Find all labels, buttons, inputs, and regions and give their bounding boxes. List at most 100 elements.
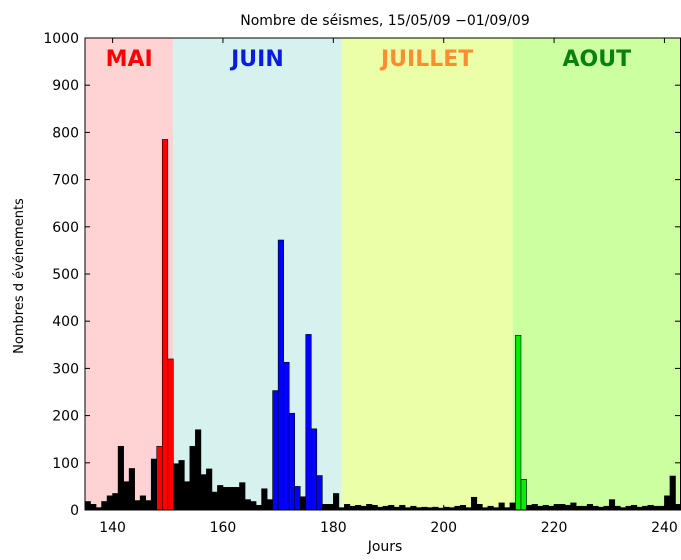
y-tick-label: 700 bbox=[52, 173, 79, 189]
bar-day-239 bbox=[658, 505, 665, 511]
x-tick-label: 200 bbox=[430, 520, 457, 536]
bar-day-212 bbox=[509, 502, 516, 511]
bar-day-148 bbox=[156, 445, 163, 511]
x-axis-label: Jours bbox=[367, 539, 403, 555]
y-tick-label: 200 bbox=[52, 409, 79, 425]
bar-day-166 bbox=[255, 504, 262, 511]
month-band-aout bbox=[512, 38, 681, 510]
bar-day-227 bbox=[592, 505, 599, 511]
bar-day-141 bbox=[117, 445, 124, 511]
y-tick-label: 400 bbox=[52, 314, 79, 330]
bar-day-147 bbox=[150, 458, 158, 511]
bar-day-151 bbox=[172, 463, 180, 511]
bar-day-145 bbox=[139, 495, 147, 511]
bar-day-154 bbox=[189, 445, 196, 511]
bar-day-215 bbox=[526, 504, 533, 511]
bar-day-226 bbox=[586, 504, 594, 511]
y-tick-label: 0 bbox=[70, 503, 79, 519]
x-tick-label: 180 bbox=[320, 520, 347, 536]
bar-day-136 bbox=[90, 504, 97, 511]
bar-day-163 bbox=[239, 482, 246, 511]
bar-day-233 bbox=[625, 505, 632, 511]
bar-day-173 bbox=[294, 486, 301, 511]
bar-day-220 bbox=[553, 504, 560, 511]
bar-day-168 bbox=[266, 499, 273, 511]
bar-day-210 bbox=[498, 502, 505, 511]
bar-day-149 bbox=[161, 139, 169, 511]
bar-day-157 bbox=[206, 468, 213, 511]
bar-day-236 bbox=[642, 505, 649, 511]
y-tick-label: 1000 bbox=[43, 31, 79, 47]
bar-day-184 bbox=[355, 504, 362, 511]
month-band-juillet bbox=[341, 38, 513, 510]
x-tick-label: 160 bbox=[210, 520, 237, 536]
bar-day-153 bbox=[184, 481, 191, 511]
bar-day-185 bbox=[360, 505, 367, 511]
bar-day-225 bbox=[581, 505, 588, 511]
bar-day-143 bbox=[128, 468, 135, 511]
bar-day-180 bbox=[333, 493, 340, 511]
bar-day-146 bbox=[145, 500, 152, 511]
month-label-juin: JUIN bbox=[229, 47, 284, 72]
bar-day-165 bbox=[250, 501, 257, 511]
bar-day-219 bbox=[548, 505, 555, 511]
bar-day-161 bbox=[228, 487, 235, 511]
bar-day-162 bbox=[233, 487, 240, 511]
bar-day-186 bbox=[366, 504, 373, 511]
month-background-layer bbox=[85, 38, 681, 510]
month-band-mai bbox=[85, 38, 174, 510]
month-label-aout: AOUT bbox=[563, 47, 632, 72]
bar-day-206 bbox=[476, 504, 483, 511]
bar-day-169 bbox=[272, 390, 279, 511]
bar-day-172 bbox=[288, 412, 296, 511]
x-tick-label: 140 bbox=[99, 520, 126, 536]
bar-day-160 bbox=[222, 487, 229, 511]
bar-day-202 bbox=[454, 505, 461, 511]
bar-day-237 bbox=[647, 504, 654, 511]
bar-day-194 bbox=[410, 505, 417, 511]
bar-day-183 bbox=[349, 505, 356, 511]
bar-day-205 bbox=[470, 496, 478, 511]
bar-day-179 bbox=[327, 504, 334, 511]
bar-day-156 bbox=[200, 474, 207, 511]
bar-day-229 bbox=[603, 505, 610, 511]
bar-day-216 bbox=[531, 504, 538, 511]
bar-day-217 bbox=[537, 505, 544, 511]
y-tick-label: 500 bbox=[52, 267, 79, 283]
bar-day-223 bbox=[570, 502, 577, 511]
bar-day-190 bbox=[388, 504, 395, 511]
bar-day-203 bbox=[459, 504, 467, 511]
month-label-juillet: JUILLET bbox=[379, 47, 473, 72]
bar-day-241 bbox=[669, 475, 676, 511]
bar-day-177 bbox=[316, 475, 323, 511]
y-tick-label: 100 bbox=[52, 456, 79, 472]
bar-day-234 bbox=[631, 504, 638, 511]
bar-day-214 bbox=[520, 479, 527, 511]
y-tick-label: 300 bbox=[52, 361, 79, 377]
bar-day-230 bbox=[608, 499, 616, 511]
bar-day-240 bbox=[664, 495, 671, 511]
bar-day-238 bbox=[653, 505, 660, 511]
month-label-layer: MAI JUIN JUILLET AOUT bbox=[106, 47, 632, 72]
bar-day-222 bbox=[564, 504, 571, 511]
y-tick-label: 900 bbox=[52, 78, 79, 94]
bar-day-164 bbox=[244, 499, 251, 511]
bar-day-158 bbox=[211, 491, 218, 511]
bar-day-140 bbox=[112, 493, 119, 511]
month-label-mai: MAI bbox=[106, 47, 153, 72]
y-tick-label: 800 bbox=[52, 125, 79, 141]
bar-day-174 bbox=[299, 496, 307, 511]
bar-day-170 bbox=[277, 239, 284, 511]
bar-day-138 bbox=[101, 501, 108, 511]
bar-day-135 bbox=[84, 501, 91, 511]
bar-day-213 bbox=[515, 335, 522, 511]
y-axis-label: Nombres d événements bbox=[12, 198, 27, 354]
bar-day-171 bbox=[283, 361, 290, 511]
bar-day-178 bbox=[321, 504, 329, 511]
bar-day-221 bbox=[559, 504, 566, 511]
chart-title: Nombre de séismes, 15/05/09 −01/09/09 bbox=[240, 13, 530, 29]
bar-day-231 bbox=[614, 505, 621, 511]
bar-day-182 bbox=[344, 504, 351, 511]
bar-day-144 bbox=[134, 500, 141, 511]
